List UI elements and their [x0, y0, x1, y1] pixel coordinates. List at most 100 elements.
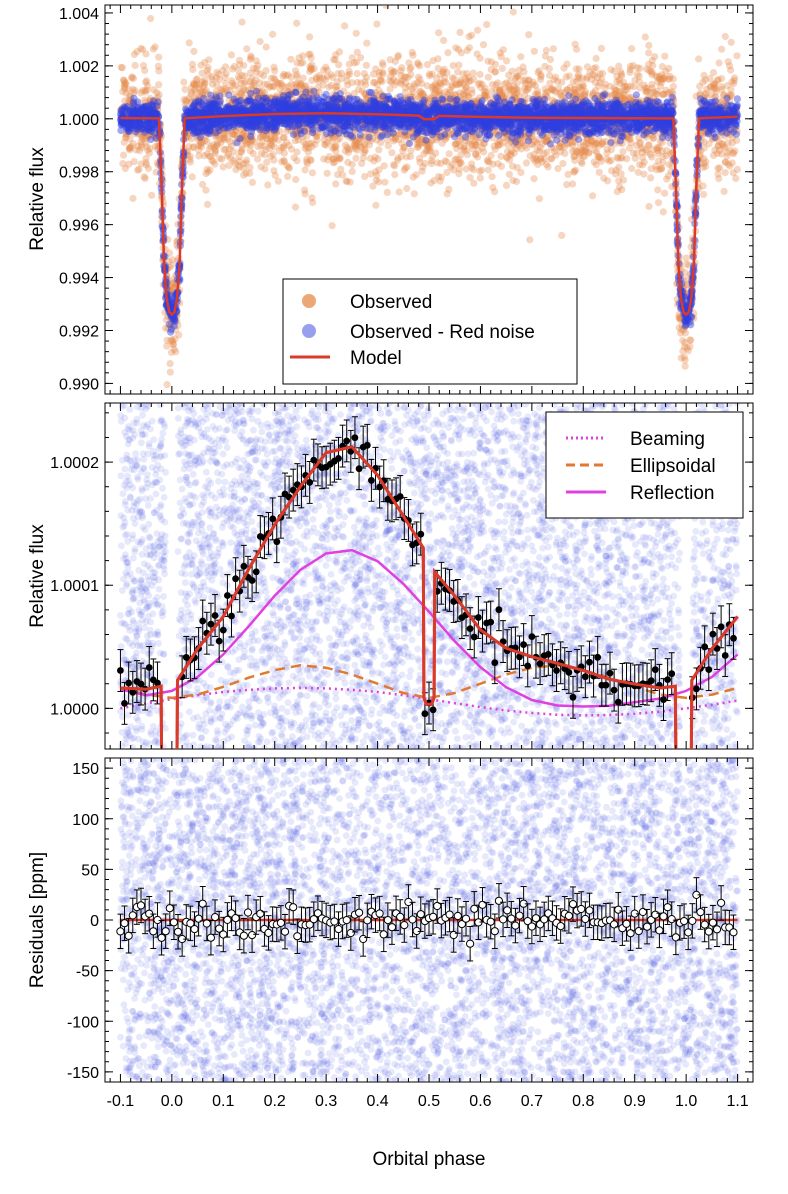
observed-point [268, 137, 276, 145]
observed-point [709, 135, 717, 143]
observed-point [142, 104, 150, 112]
observed-point [565, 72, 573, 80]
observed-point [379, 92, 388, 100]
observed-point [391, 171, 399, 179]
observed-point [231, 159, 239, 167]
observed-point [358, 119, 366, 127]
observed-point [459, 90, 467, 98]
observed-point [535, 195, 544, 203]
observed-point [415, 94, 423, 102]
observed-point [515, 72, 523, 80]
observed-point [596, 153, 604, 161]
observed-point [427, 157, 435, 165]
observed-point [278, 158, 286, 166]
observed-point [216, 154, 224, 162]
observed-point [215, 70, 223, 78]
observed-point [153, 159, 161, 167]
observed-point [517, 145, 526, 153]
observed-point [325, 83, 333, 91]
observed-point [240, 93, 248, 101]
observed-point [263, 80, 272, 88]
observed-point [335, 48, 344, 56]
observed-point [590, 71, 599, 79]
observed-point [597, 157, 605, 165]
observed-point [718, 140, 726, 148]
observed-point [563, 134, 572, 142]
observed-point [474, 96, 482, 104]
observed-point [533, 139, 541, 147]
observed-point [572, 100, 581, 108]
observed-point [246, 163, 254, 172]
observed-point [242, 78, 250, 86]
observed-point [248, 136, 256, 144]
observed-point [645, 202, 653, 211]
observed-point [653, 73, 661, 81]
observed-point [130, 50, 138, 59]
observed-point [440, 123, 448, 131]
observed-point [714, 170, 722, 178]
observed-point [728, 78, 736, 86]
observed-point [475, 94, 483, 102]
observed-point [219, 134, 227, 142]
observed-point [126, 121, 134, 129]
observed-point [726, 97, 734, 105]
observed-point [497, 91, 506, 99]
observed-point [250, 79, 258, 87]
observed-point [476, 70, 484, 79]
observed-point [237, 148, 245, 156]
observed-point [733, 106, 741, 114]
observed-point [287, 55, 295, 63]
observed-point [514, 141, 522, 149]
observed-point [349, 121, 357, 129]
observed-point [420, 109, 428, 117]
observed-point [542, 137, 550, 145]
observed-point [522, 159, 531, 167]
observed-point [629, 62, 637, 70]
observed-point [346, 178, 354, 186]
observed-point [640, 126, 649, 134]
observed-point [563, 60, 571, 68]
observed-point [647, 165, 655, 173]
observed-point [209, 107, 217, 115]
observed-point [571, 89, 579, 97]
observed-point [578, 159, 586, 167]
observed-point [297, 59, 305, 67]
observed-point [128, 107, 136, 115]
observed-point [474, 153, 482, 161]
observed-point [305, 50, 313, 59]
observed-point [453, 140, 461, 148]
observed-point [541, 62, 549, 70]
observed-point [373, 171, 381, 179]
observed-point [425, 147, 433, 155]
observed-point [478, 102, 486, 110]
observed-point [436, 100, 444, 108]
observed-point [397, 122, 405, 130]
observed-point [232, 166, 240, 174]
observed-point [631, 76, 639, 84]
observed-point [452, 155, 461, 163]
observed-point [471, 140, 480, 148]
observed-point [726, 146, 734, 154]
observed-point [350, 142, 358, 150]
observed-point [443, 190, 451, 198]
observed-point [248, 178, 256, 186]
observed-point [609, 126, 618, 135]
observed-point [201, 79, 209, 87]
observed-point [359, 99, 367, 107]
observed-point [619, 119, 628, 127]
observed-point [729, 169, 737, 177]
observed-point [336, 154, 344, 162]
observed-point [293, 19, 301, 27]
observed-point [609, 99, 617, 107]
observed-point [434, 97, 442, 105]
observed-point [211, 147, 219, 156]
observed-point [618, 94, 627, 102]
observed-point [225, 145, 233, 153]
observed-point [174, 321, 182, 329]
observed-point [712, 85, 720, 93]
observed-point [408, 48, 416, 57]
observed-point [377, 117, 385, 125]
observed-point [669, 82, 678, 91]
observed-point [343, 72, 352, 80]
observed-point [592, 161, 600, 169]
